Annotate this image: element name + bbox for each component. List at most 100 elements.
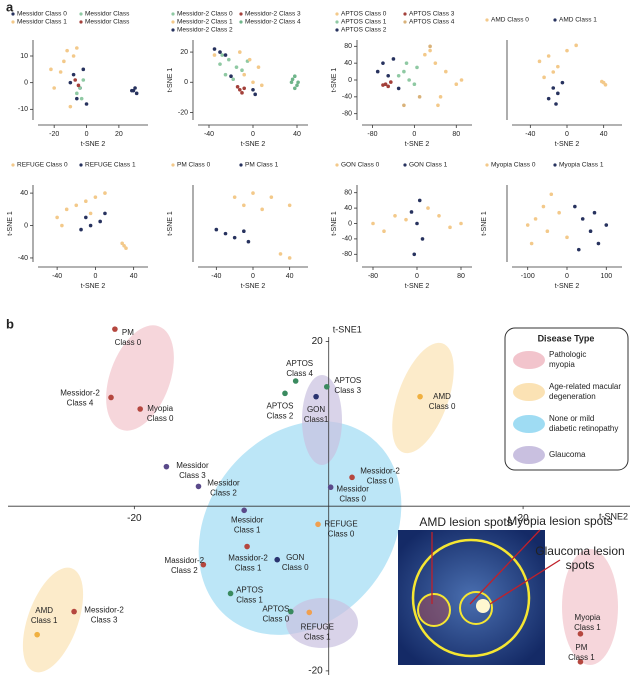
- point: [288, 608, 294, 615]
- legend-label: GON Class 1: [409, 162, 448, 169]
- point: [229, 74, 233, 79]
- point: [306, 609, 313, 616]
- point: [260, 207, 264, 212]
- legend-marker: [171, 28, 175, 32]
- point: [227, 57, 231, 62]
- x-tick-label: 0: [565, 131, 569, 138]
- legend-swatch: [513, 351, 545, 369]
- y-tick-label: 0: [24, 80, 28, 87]
- x-axis-title: t-SNE 2: [555, 283, 580, 290]
- point-label: APTOS: [266, 401, 293, 410]
- point: [81, 78, 86, 82]
- legend-marker: [79, 20, 83, 24]
- point-label: Class 4: [286, 369, 313, 378]
- point: [592, 210, 597, 215]
- point: [554, 102, 558, 106]
- y-axis-title: t-SNE 1: [167, 211, 174, 236]
- point: [433, 61, 438, 65]
- point-label: Class 2: [171, 566, 198, 575]
- legend-label: Myopia Class 1: [559, 162, 604, 169]
- point: [551, 86, 556, 90]
- point-label: Class 0: [339, 494, 366, 503]
- point-label: Messidor: [176, 461, 209, 470]
- point: [290, 77, 295, 82]
- legend-label: AMD Class 0: [491, 17, 529, 24]
- legend-label: Messidor Class 0: [17, 11, 67, 18]
- point-label: Class 0: [429, 402, 456, 411]
- point: [396, 86, 401, 91]
- point: [375, 69, 380, 74]
- x-axis-title: t-SNE 2: [81, 283, 106, 290]
- fundus-ring: [411, 538, 531, 658]
- group-ellipse: [562, 549, 618, 665]
- point-label: AMD: [433, 392, 451, 401]
- legend-label: Messidor-2 Class 4: [245, 19, 301, 26]
- fundus-inset: [398, 529, 561, 665]
- legend-marker: [171, 163, 175, 167]
- y-tick-label: -40: [18, 255, 28, 262]
- y-tick-label: -10: [18, 106, 28, 113]
- legend-label: Messidor Class 1: [17, 19, 67, 26]
- point: [60, 223, 64, 228]
- point: [549, 192, 554, 197]
- x-tick-label: -40: [525, 131, 535, 138]
- point: [242, 203, 246, 208]
- group-ellipse: [22, 567, 84, 673]
- point: [428, 44, 432, 49]
- legend-marker: [11, 12, 15, 16]
- point-label: Class 3: [179, 471, 206, 480]
- point: [223, 231, 228, 236]
- point: [274, 556, 281, 563]
- legend-marker: [335, 163, 339, 167]
- point-label: APTOS: [286, 359, 313, 368]
- point: [84, 215, 88, 220]
- legend-label: PM Class 0: [177, 162, 211, 169]
- x-tick-label: -40: [52, 273, 62, 280]
- point: [251, 88, 255, 92]
- legend-label: AMD Class 1: [559, 17, 597, 24]
- y-tick-label: 20: [312, 336, 324, 347]
- point: [404, 61, 409, 65]
- point: [112, 326, 118, 332]
- point: [58, 70, 63, 74]
- legend-marker: [79, 163, 83, 167]
- point: [212, 47, 217, 51]
- point-label: Messidor: [207, 479, 240, 488]
- group-ellipses: [22, 325, 618, 673]
- point: [386, 73, 390, 78]
- point: [251, 191, 255, 195]
- legend-label: REFUGE Class 0: [17, 162, 68, 169]
- legend-marker: [171, 20, 175, 24]
- legend-marker: [335, 28, 339, 32]
- point: [295, 83, 299, 88]
- y-tick-label: 40: [344, 60, 352, 67]
- point: [244, 543, 250, 550]
- x-tick-label: 0: [251, 131, 255, 138]
- point: [133, 86, 137, 90]
- point: [256, 65, 261, 69]
- point: [235, 84, 240, 89]
- point: [404, 217, 408, 222]
- point: [573, 204, 577, 209]
- point: [556, 64, 560, 69]
- point: [242, 72, 246, 77]
- x-axis-title: t-SNE 2: [241, 141, 266, 148]
- point-label: Class 2: [267, 411, 294, 420]
- point-label: AMD: [35, 606, 53, 615]
- point: [84, 102, 89, 106]
- y-tick-label: 0: [348, 220, 352, 227]
- legend-marker: [335, 12, 339, 16]
- legend-label: GON Class 0: [341, 162, 380, 169]
- point: [588, 229, 593, 233]
- legend-label: degeneration: [549, 392, 596, 401]
- y-axis-title: t-SNE 1: [7, 211, 14, 236]
- y-axis-title: t-SNE 1: [481, 211, 488, 236]
- point: [223, 53, 228, 57]
- point: [533, 217, 538, 221]
- point: [402, 103, 406, 108]
- point-label: REFUGE: [324, 519, 357, 528]
- point: [247, 57, 252, 62]
- point-label: APTOS: [236, 586, 263, 595]
- point: [557, 210, 561, 215]
- point: [565, 48, 569, 53]
